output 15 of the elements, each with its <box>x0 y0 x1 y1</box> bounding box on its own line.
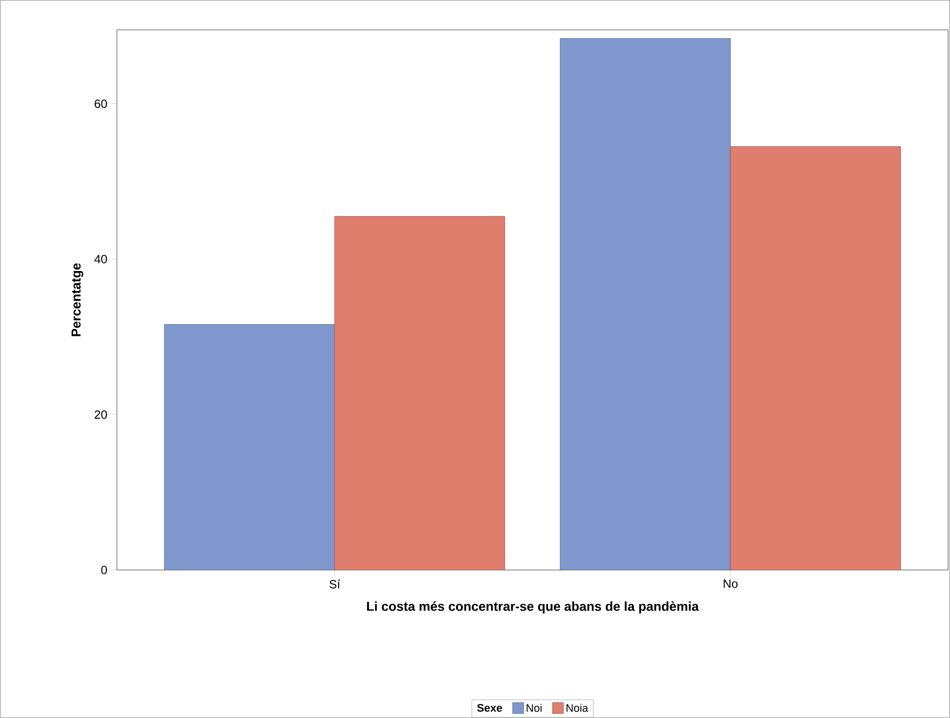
y-tick-label: 20 <box>94 410 107 419</box>
legend-label: Noia <box>566 704 588 712</box>
x-axis-title: Li costa més concentrar-se que abans de la pandèmia <box>367 601 699 614</box>
bar <box>334 216 506 570</box>
x-tick-label: No <box>724 580 738 588</box>
x-tick-label: Sí <box>330 580 340 588</box>
bar <box>730 146 901 570</box>
y-tick-label: 60 <box>94 100 107 108</box>
y-tick-label: 0 <box>101 566 107 574</box>
legend-title: Sexe <box>477 704 502 712</box>
y-tick-label: 40 <box>94 254 107 264</box>
legend-label: Noi <box>526 704 542 712</box>
bar <box>560 38 731 570</box>
y-axis-title: Percentatge <box>72 263 84 336</box>
bar <box>164 324 335 570</box>
